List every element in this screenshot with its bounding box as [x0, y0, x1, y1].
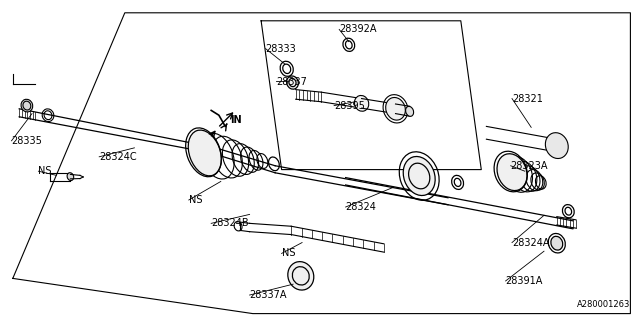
Ellipse shape [406, 106, 413, 116]
Text: NS: NS [189, 195, 202, 205]
Text: 28337: 28337 [276, 76, 307, 87]
Ellipse shape [21, 99, 33, 112]
Ellipse shape [287, 76, 298, 89]
Ellipse shape [355, 95, 369, 111]
Ellipse shape [551, 236, 563, 250]
Text: 28395: 28395 [334, 100, 365, 111]
Text: NS: NS [282, 248, 295, 259]
Text: 28335: 28335 [12, 136, 42, 146]
Text: 28323A: 28323A [511, 161, 548, 171]
Text: IN: IN [230, 115, 242, 125]
Text: 28321: 28321 [512, 93, 543, 104]
Ellipse shape [403, 156, 435, 196]
Ellipse shape [288, 262, 314, 290]
Text: 28333: 28333 [266, 44, 296, 54]
Text: 28337A: 28337A [250, 290, 287, 300]
Ellipse shape [188, 130, 221, 176]
Text: 28324: 28324 [346, 202, 376, 212]
Text: 28324A: 28324A [512, 237, 550, 248]
Text: 28324C: 28324C [99, 152, 137, 162]
Ellipse shape [67, 173, 74, 180]
Text: 28392A: 28392A [339, 24, 377, 35]
Ellipse shape [497, 154, 527, 191]
Ellipse shape [545, 133, 568, 158]
Ellipse shape [386, 98, 405, 120]
Text: 28391A: 28391A [506, 276, 543, 286]
Text: A280001263: A280001263 [577, 300, 630, 309]
Text: 28324B: 28324B [211, 218, 249, 228]
Text: NS: NS [38, 166, 52, 176]
